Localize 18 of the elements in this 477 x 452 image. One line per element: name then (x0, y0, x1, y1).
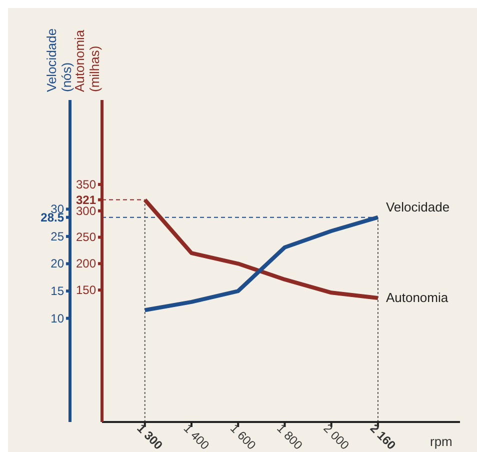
x-tick-label: 1 300 (134, 421, 166, 452)
x-tick-label: 2 000 (320, 421, 352, 452)
y2-axis-title: Velocidade (nós) (44, 28, 74, 92)
x-tick-label: 1 600 (228, 421, 259, 452)
x-tick-label: 2 160 (367, 421, 399, 452)
y-tick-label: 150 (76, 283, 96, 298)
series-label: Velocidade (386, 199, 450, 214)
y2-tick-label: 20 (50, 256, 64, 271)
x-axis-title: rpm (430, 434, 452, 449)
series-label: Autonomia (386, 290, 449, 305)
y2-tick-label: 10 (50, 311, 64, 326)
y-tick-label: 200 (76, 256, 96, 271)
y2-tick-label: 15 (50, 284, 64, 298)
x-tick-label: 1 800 (274, 421, 306, 452)
y2-tick-label: 25 (50, 229, 64, 244)
x-tick-label: 1 400 (180, 421, 212, 452)
y-tick-label: 250 (76, 230, 96, 244)
y-tick-label: 350 (76, 177, 96, 192)
